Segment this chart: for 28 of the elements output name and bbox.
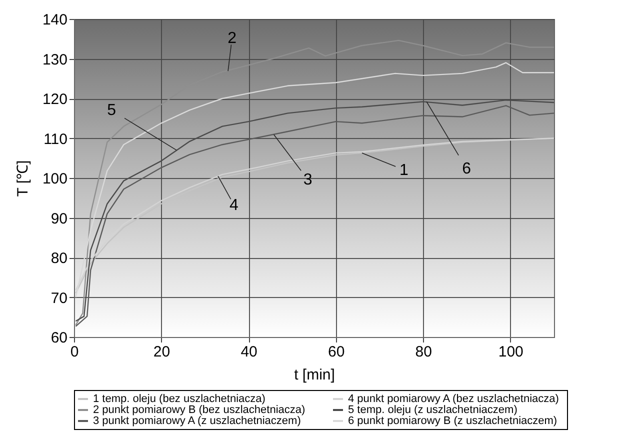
y-tick-label: 100 (42, 170, 68, 188)
x-axis-title: t [min] (294, 366, 335, 384)
y-tick-label: 130 (42, 51, 68, 68)
legend-label: 2 punkt pomiarowy B (bez uszlachetniacza) (93, 404, 306, 416)
x-tick-label: 20 (153, 344, 170, 360)
annotation: 5 (107, 102, 116, 120)
x-tick-label: 40 (240, 344, 258, 360)
y-axis-title: T [℃] (14, 160, 32, 197)
y-tick-label: 80 (50, 250, 68, 267)
x-tick-label: 80 (415, 344, 432, 360)
legend-label: 5 temp. oleju (z uszlachetniaczem) (348, 404, 518, 416)
legend-label: 6 punkt pomiarowy B (z uszlachetniaczem) (348, 415, 558, 427)
x-tick-label: 60 (328, 344, 345, 360)
x-tick-label: 0 (70, 344, 79, 360)
annotation: 2 (228, 30, 237, 48)
annotation: 6 (462, 160, 472, 178)
y-tick-label: 60 (50, 330, 68, 346)
legend-label: 4 punkt pomiarowy A (bez uszlachetniacza) (348, 393, 559, 405)
legend-label: 3 punkt pomiarowy A (z uszlachetniaczem) (93, 415, 301, 427)
y-tick-label: 90 (50, 210, 68, 228)
y-tick-label: 70 (50, 290, 68, 307)
y-tick-label: 110 (44, 130, 68, 148)
annotation: 4 (230, 197, 239, 214)
legend-label: 1 temp. oleju (bez uszlachetniacza) (93, 393, 266, 405)
y-tick-label: 120 (42, 91, 68, 108)
y-tick-label: 140 (42, 12, 68, 28)
annotation: 1 (400, 162, 409, 179)
x-tick-label: 100 (498, 344, 524, 360)
